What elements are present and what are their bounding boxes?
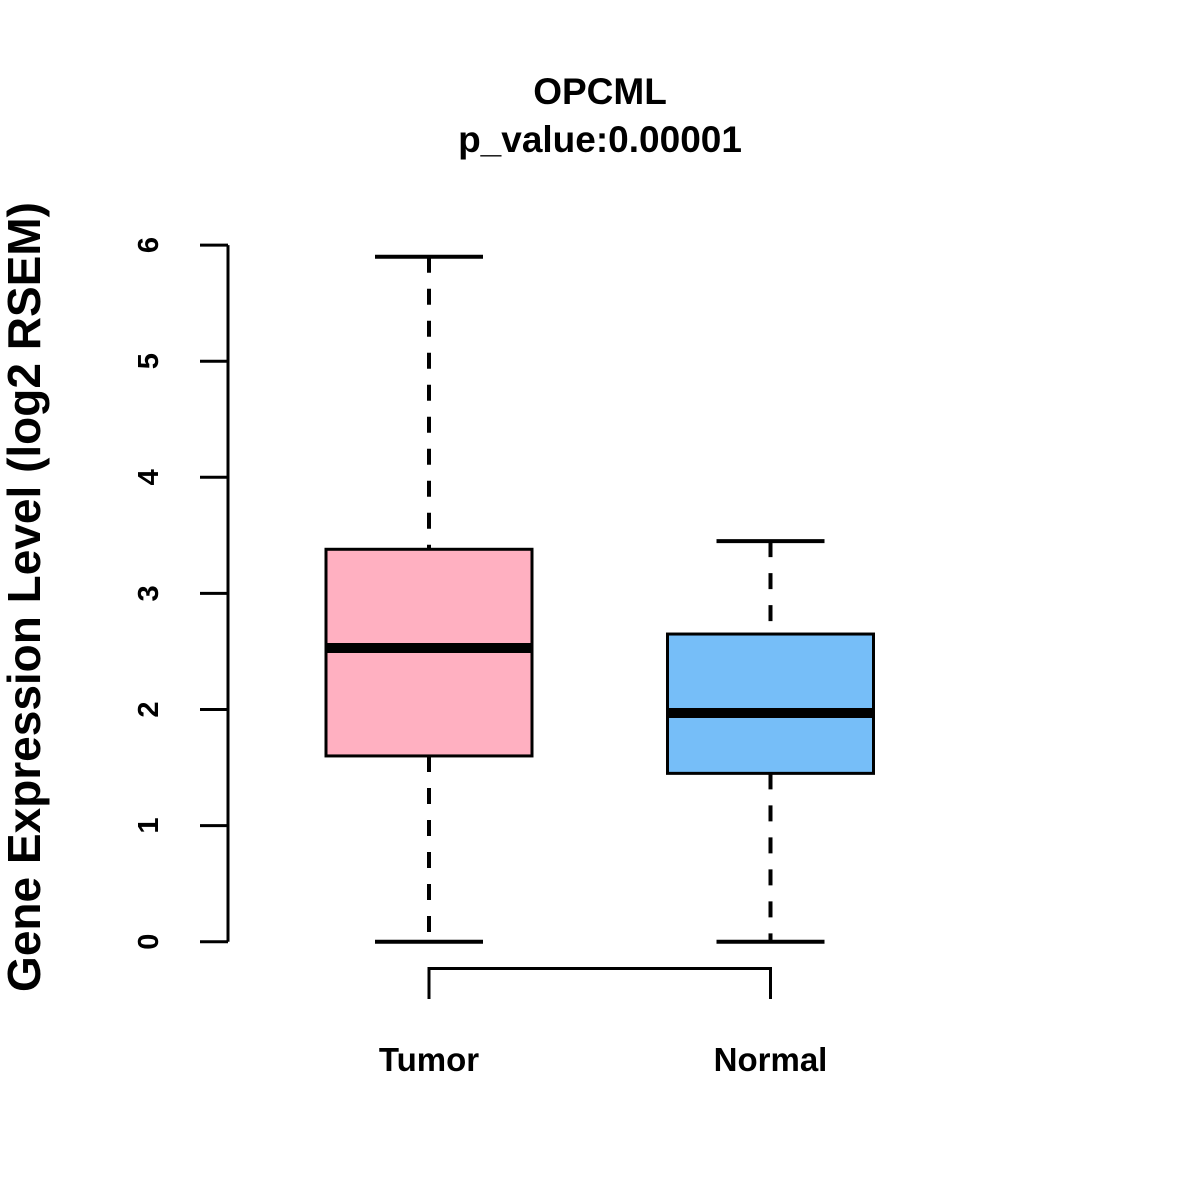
y-axis-tick-label: 2 — [133, 701, 165, 717]
y-axis: 0 1 2 3 4 5 6 — [133, 237, 230, 950]
y-axis-tick-label: 3 — [133, 585, 165, 601]
y-axis-tick-label: 4 — [133, 469, 165, 485]
x-category-label-tumor: Tumor — [379, 1041, 479, 1078]
y-axis-tick-label: 5 — [133, 353, 165, 369]
comparison-bracket — [427, 967, 772, 999]
y-axis-tick-label: 1 — [133, 818, 165, 834]
x-category-labels: Tumor Normal — [379, 1041, 827, 1078]
chart-subtitle-pvalue: p_value:0.00001 — [458, 119, 742, 160]
y-axis-tick-label: 6 — [133, 237, 165, 253]
y-axis-label: Gene Expression Level (log2 RSEM) — [0, 202, 50, 992]
chart-title: OPCML — [533, 71, 667, 112]
iqr-box — [666, 632, 875, 775]
box-tumor — [324, 254, 534, 944]
boxes — [324, 254, 875, 944]
y-axis-tick-label: 0 — [133, 934, 165, 950]
x-category-label-normal: Normal — [714, 1041, 828, 1078]
box-normal — [666, 539, 875, 944]
comparison-bracket-path — [427, 967, 772, 999]
